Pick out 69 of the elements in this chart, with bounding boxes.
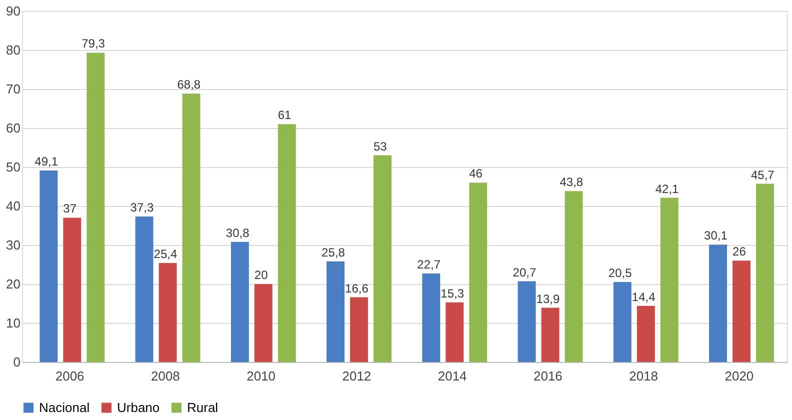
data-label: 25,8	[322, 245, 346, 260]
bar	[469, 182, 488, 362]
bar	[86, 52, 105, 362]
x-tick-label: 2016	[533, 368, 562, 384]
bar	[613, 282, 632, 362]
data-label: 25,4	[154, 246, 178, 261]
x-tick-label: 2010	[246, 368, 276, 384]
y-tick-label: 0	[13, 354, 20, 370]
bar	[374, 155, 392, 362]
y-tick-label: 60	[6, 120, 20, 136]
data-label: 22,7	[417, 257, 441, 272]
bar	[564, 191, 583, 362]
legend-label: Nacional	[39, 400, 90, 415]
x-tick-label: 2020	[724, 368, 754, 384]
x-tick-label: 2018	[629, 368, 658, 384]
bar	[518, 281, 536, 362]
y-tick-label: 50	[6, 160, 20, 174]
data-label: 14,4	[632, 290, 656, 304]
bar	[660, 198, 678, 362]
data-label: 13,9	[536, 292, 560, 306]
bar	[350, 297, 368, 362]
bar	[636, 306, 655, 362]
data-label: 20,7	[512, 265, 536, 280]
y-tick-label: 80	[6, 42, 20, 58]
y-tick-label: 10	[6, 316, 20, 330]
x-tick-label: 2006	[55, 368, 84, 384]
data-label: 30,8	[226, 226, 250, 240]
bar	[182, 94, 200, 362]
bar	[230, 242, 249, 362]
bar	[732, 260, 751, 362]
data-label: 79,3	[82, 36, 106, 51]
y-tick-label: 40	[6, 198, 20, 214]
data-label: 68,8	[177, 78, 201, 92]
data-label: 20,5	[608, 266, 632, 280]
bar	[541, 308, 560, 362]
data-label: 61	[278, 108, 292, 122]
y-tick-label: 90	[6, 4, 20, 18]
bar	[446, 302, 464, 362]
y-tick-label: 30	[6, 238, 20, 252]
bar	[709, 244, 728, 362]
bar	[422, 273, 440, 362]
data-label: 53	[373, 139, 388, 154]
bar	[756, 184, 774, 362]
data-label: 20	[254, 268, 268, 282]
bar	[135, 216, 154, 362]
bar	[278, 124, 296, 362]
bar	[63, 218, 82, 362]
data-label: 43,8	[560, 175, 584, 190]
x-tick-label: 2012	[342, 368, 372, 384]
data-label: 46	[469, 166, 483, 181]
bar	[326, 261, 345, 362]
data-label: 26	[732, 244, 746, 259]
y-tick-label: 20	[6, 276, 20, 292]
x-tick-label: 2008	[150, 368, 180, 384]
data-label: 42,1	[655, 182, 680, 196]
y-tick-label: 70	[6, 82, 20, 96]
bar	[254, 284, 272, 362]
data-label: 37,3	[130, 200, 154, 215]
bar	[40, 170, 58, 362]
data-label: 16,6	[345, 281, 369, 296]
legend-label: Rural	[187, 400, 218, 415]
data-label: 37	[63, 202, 77, 216]
data-label: 30,1	[704, 228, 728, 243]
data-label: 15,3	[440, 286, 464, 300]
bar	[158, 262, 177, 362]
data-label: 49,1	[34, 154, 58, 169]
x-tick-label: 2014	[438, 368, 467, 384]
legend-label: Urbano	[117, 400, 160, 415]
data-label: 45,7	[750, 168, 775, 182]
